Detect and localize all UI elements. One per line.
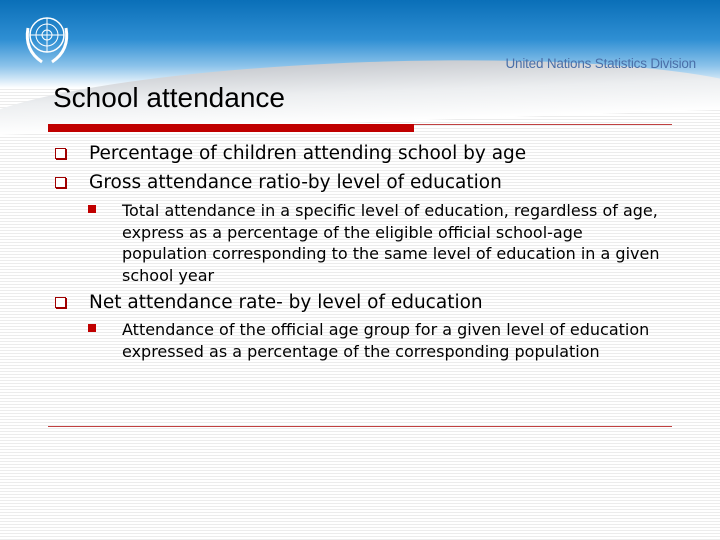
checkbox-bullet-icon xyxy=(55,148,66,159)
slide-title: School attendance xyxy=(53,82,285,113)
checkbox-bullet-icon xyxy=(55,177,66,188)
square-bullet-icon xyxy=(88,205,96,213)
square-bullet-icon xyxy=(88,324,96,332)
sub-bullet-item: Total attendance in a specific level of … xyxy=(88,200,668,286)
checkbox-bullet-icon xyxy=(55,297,66,308)
footer-divider xyxy=(48,426,672,427)
organization-name: United Nations Statistics Division xyxy=(505,56,696,71)
title-underline-line xyxy=(414,124,672,125)
sub-bullet-item: Attendance of the official age group for… xyxy=(88,319,668,362)
title-underline-bar xyxy=(48,124,414,132)
un-emblem-logo xyxy=(25,17,69,64)
